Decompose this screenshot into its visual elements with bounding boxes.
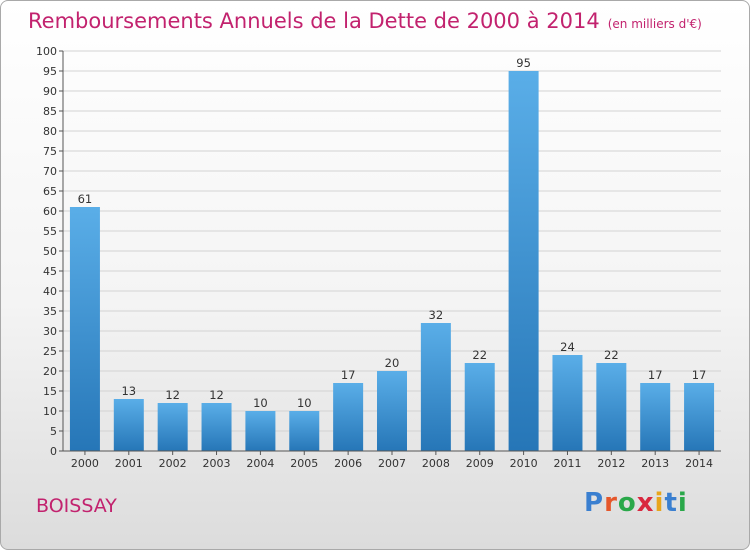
y-tick-label: 45 xyxy=(43,265,57,278)
data-label: 20 xyxy=(385,356,400,370)
data-label: 22 xyxy=(472,348,487,362)
data-label: 61 xyxy=(78,192,93,206)
y-tick-label: 15 xyxy=(43,385,57,398)
data-label: 12 xyxy=(209,388,224,402)
y-tick-label: 85 xyxy=(43,105,57,118)
x-tick-label: 2011 xyxy=(553,457,581,470)
bar xyxy=(289,411,320,451)
data-label: 17 xyxy=(648,368,663,382)
data-label: 32 xyxy=(429,308,444,322)
data-label: 12 xyxy=(165,388,180,402)
data-label: 22 xyxy=(604,348,619,362)
y-tick-label: 35 xyxy=(43,305,57,318)
bar xyxy=(552,355,583,451)
data-label: 95 xyxy=(516,56,531,70)
bar xyxy=(508,71,539,451)
x-tick-label: 2007 xyxy=(378,457,406,470)
y-tick-label: 100 xyxy=(36,45,57,58)
y-tick-label: 50 xyxy=(43,245,57,258)
x-tick-label: 2010 xyxy=(510,457,538,470)
data-label: 17 xyxy=(341,368,356,382)
x-tick-label: 2001 xyxy=(115,457,143,470)
y-tick-label: 10 xyxy=(43,405,57,418)
logo-letter: r xyxy=(604,488,618,518)
data-label: 10 xyxy=(297,396,312,410)
bar xyxy=(157,403,188,451)
y-tick-label: 25 xyxy=(43,345,57,358)
x-tick-label: 2003 xyxy=(203,457,231,470)
y-tick-label: 5 xyxy=(50,425,57,438)
bar xyxy=(640,383,671,451)
x-tick-label: 2004 xyxy=(246,457,274,470)
data-label: 13 xyxy=(121,384,136,398)
logo-letter: i xyxy=(654,488,665,518)
y-tick-label: 30 xyxy=(43,325,57,338)
data-label: 10 xyxy=(253,396,268,410)
bar xyxy=(464,363,495,451)
unit-text: (en milliers d'€) xyxy=(607,17,702,31)
bar xyxy=(333,383,364,451)
x-tick-label: 2005 xyxy=(290,457,318,470)
y-tick-label: 60 xyxy=(43,205,57,218)
logo-letter: i xyxy=(677,488,688,518)
logo-letter: x xyxy=(636,488,655,518)
data-label: 17 xyxy=(692,368,707,382)
commune-name: BOISSAY xyxy=(36,495,117,517)
y-tick-label: 75 xyxy=(43,145,57,158)
y-tick-label: 40 xyxy=(43,285,57,298)
x-tick-label: 2009 xyxy=(466,457,494,470)
logo-letter: P xyxy=(584,488,605,518)
x-tick-label: 2008 xyxy=(422,457,450,470)
proxiti-logo: Proxiti xyxy=(584,488,688,518)
y-tick-label: 95 xyxy=(43,65,57,78)
bar xyxy=(596,363,627,451)
bar xyxy=(684,383,715,451)
x-tick-label: 2002 xyxy=(159,457,187,470)
y-tick-label: 90 xyxy=(43,85,57,98)
x-tick-label: 2013 xyxy=(641,457,669,470)
bar xyxy=(113,399,144,451)
y-tick-label: 20 xyxy=(43,365,57,378)
chart-title: Remboursements Annuels de la Dette de 20… xyxy=(28,9,702,33)
bar xyxy=(245,411,276,451)
title-text: Remboursements Annuels de la Dette de 20… xyxy=(28,9,600,33)
x-tick-label: 2014 xyxy=(685,457,713,470)
bar xyxy=(420,323,451,451)
y-tick-label: 80 xyxy=(43,125,57,138)
y-tick-label: 55 xyxy=(43,225,57,238)
bar xyxy=(201,403,232,451)
y-tick-label: 0 xyxy=(50,445,57,458)
y-tick-label: 70 xyxy=(43,165,57,178)
x-tick-label: 2000 xyxy=(71,457,99,470)
x-tick-label: 2012 xyxy=(597,457,625,470)
logo-letter: o xyxy=(617,488,637,518)
bar xyxy=(377,371,407,451)
y-tick-label: 65 xyxy=(43,185,57,198)
data-label: 24 xyxy=(560,340,575,354)
x-tick-label: 2006 xyxy=(334,457,362,470)
bar xyxy=(69,207,100,451)
logo-letter: t xyxy=(664,488,678,518)
